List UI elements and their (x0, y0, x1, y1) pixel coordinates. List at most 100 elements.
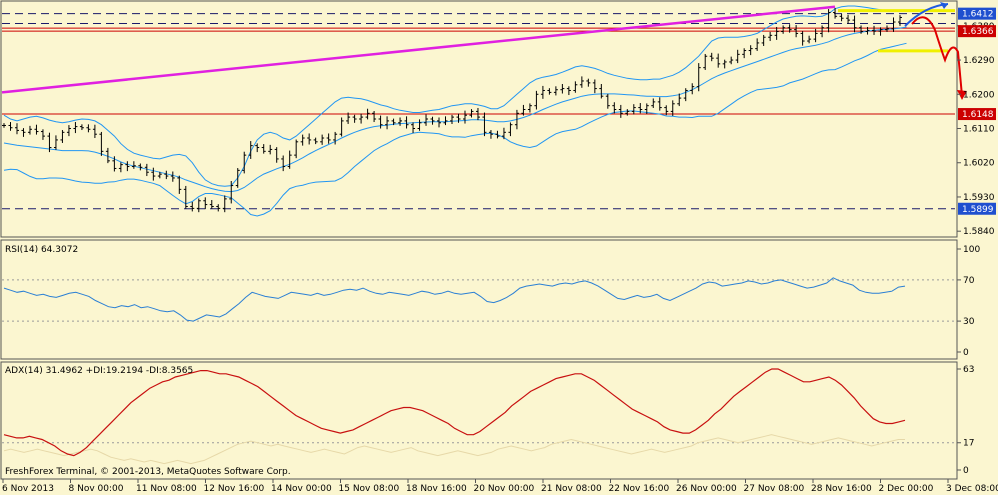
adx-panel[interactable] (0, 361, 958, 480)
candle (92, 124, 97, 139)
candle (430, 116, 435, 125)
candle (657, 97, 662, 111)
candle (579, 76, 584, 88)
candle (398, 117, 403, 126)
bollinger-upper-line (3, 5, 907, 187)
candle (755, 38, 760, 51)
candle (709, 52, 714, 62)
candle (839, 14, 844, 22)
candle (703, 53, 708, 70)
candle (320, 134, 325, 145)
candle (599, 84, 604, 99)
candle (495, 130, 500, 139)
candle (372, 111, 377, 123)
candle (735, 49, 740, 64)
candle (385, 116, 390, 130)
candle (482, 112, 487, 137)
price-panel[interactable] (0, 0, 958, 238)
x-tick-label-0: 6 Nov 2013 (2, 484, 54, 494)
adx-tick-label-1: 17 (963, 439, 974, 449)
price-tick-label-3: 1.6110 (963, 125, 995, 135)
x-tick-label-2: 11 Nov 08:00 (136, 484, 197, 494)
candle (560, 84, 565, 94)
candle (27, 125, 32, 135)
axis-layer: 6 Nov 2013 8 Nov 00:00 11 Nov 08:00 12 Nov … (2, 479, 998, 494)
x-tick-label-10: 26 Nov 00:00 (676, 484, 737, 494)
candle (690, 83, 695, 95)
candle (501, 127, 506, 140)
candle (411, 122, 416, 134)
candle (456, 113, 461, 123)
x-tick-label-11: 27 Nov 08:00 (744, 484, 805, 494)
candle (73, 122, 78, 134)
candle (346, 112, 351, 124)
candle (157, 171, 162, 179)
candle (781, 25, 786, 34)
x-tick-label-8: 21 Nov 08:00 (541, 484, 602, 494)
candle (53, 135, 58, 150)
candle (294, 139, 299, 159)
candle (203, 197, 208, 210)
candle (631, 104, 636, 115)
candle (885, 25, 890, 32)
candle (742, 48, 747, 59)
candle (99, 131, 104, 156)
candle (898, 15, 902, 26)
x-tick-label-7: 20 Nov 00:00 (474, 484, 535, 494)
adx-title: ADX(14) 31.4962 +DI:19.2194 -DI:8.3565 (5, 366, 193, 376)
candle (774, 26, 779, 40)
candle (8, 122, 13, 131)
candle (190, 201, 195, 212)
candle (872, 25, 877, 35)
adx-layer: 63 17 0 (2, 365, 974, 476)
candle (586, 78, 591, 87)
price-tag-label-3: 1.5899 (962, 205, 994, 215)
candle (183, 185, 188, 209)
candle (722, 59, 727, 69)
candle (248, 141, 253, 159)
candle (865, 26, 870, 35)
candle (359, 113, 364, 124)
candle (768, 31, 773, 42)
rsi-tick-label-3: 0 (963, 348, 969, 358)
price-tick-label-1: 1.6290 (963, 56, 995, 66)
candle (664, 105, 669, 116)
candle (333, 131, 338, 145)
candle (820, 25, 825, 38)
rsi-panel[interactable] (0, 239, 958, 360)
candle (79, 124, 84, 131)
candle (326, 133, 331, 144)
candle (365, 108, 370, 120)
candle (508, 122, 513, 137)
candle (566, 86, 571, 96)
adx-tick-label-2: 0 (963, 466, 969, 476)
candle (859, 25, 864, 34)
x-tick-label-5: 15 Nov 08:00 (339, 484, 400, 494)
candle (462, 110, 467, 124)
candle (66, 125, 71, 137)
candle (222, 195, 227, 213)
candle (488, 130, 493, 139)
candle (307, 133, 312, 145)
candle (670, 100, 675, 116)
adx-line (3, 368, 906, 457)
rsi-tick-label-2: 30 (963, 317, 975, 327)
price-tag-box-3 (958, 202, 996, 215)
candle (424, 114, 429, 126)
candle (534, 90, 539, 110)
candle (729, 56, 734, 65)
candle (216, 204, 221, 212)
candle (177, 175, 182, 194)
candle (696, 63, 701, 92)
candle (787, 24, 792, 33)
candle (274, 147, 279, 163)
candle (625, 109, 630, 116)
candle (2, 123, 6, 128)
candle (229, 180, 234, 204)
rsi-line (3, 277, 906, 322)
price-layer: 1.63801.62901.62001.61101.60201.59301.58… (1, 2, 996, 237)
candle (573, 81, 578, 93)
candle (833, 7, 838, 19)
candle (638, 103, 643, 114)
